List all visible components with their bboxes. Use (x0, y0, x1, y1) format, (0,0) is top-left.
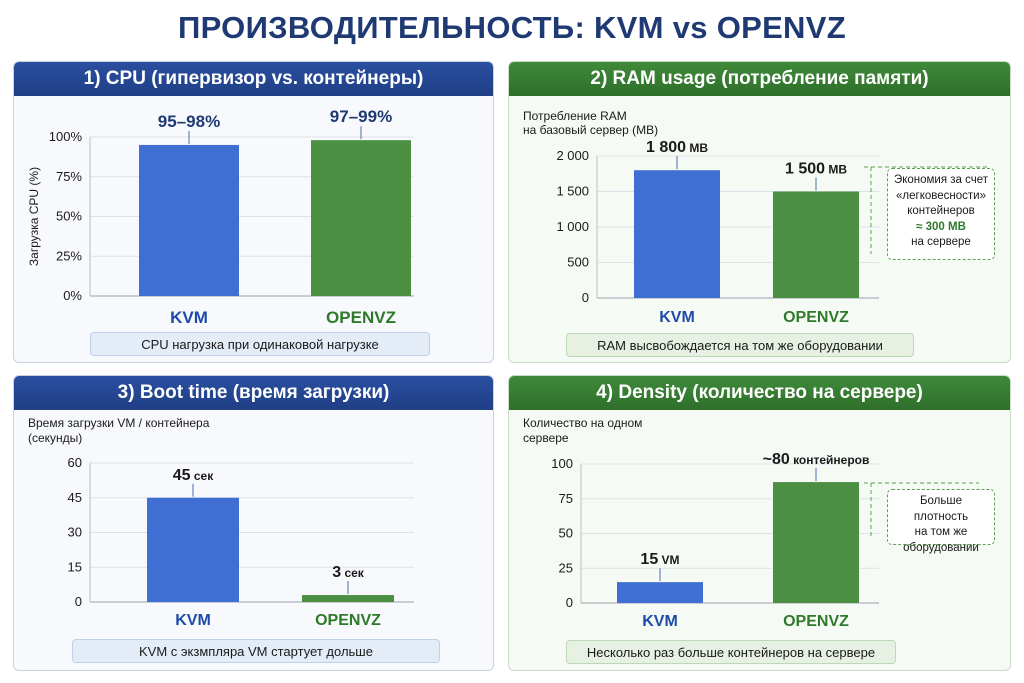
ram-note-line1: Экономия за счет (893, 174, 989, 186)
density-data-label-kvm: 15 VM (640, 551, 679, 568)
cpu-ytick-label: 0% (63, 288, 82, 303)
boot-ytick-label: 0 (75, 594, 82, 609)
boot-ytick-label: 15 (68, 559, 82, 574)
ram-ytick-label: 0 (582, 290, 589, 305)
ram-note-line4: на сервере (911, 236, 971, 249)
density-ylabel-line2: сервере (523, 431, 569, 445)
boot-caption: KVM с экзмпляра VM стартует дольше (72, 639, 440, 663)
boot-ytick-label: 30 (68, 525, 82, 540)
density-bar-openvz (773, 482, 859, 603)
cpu-category-label-openvz: OPENVZ (326, 308, 396, 327)
page-title: ПРОИЗВОДИТЕЛЬНОСТЬ: KVM vs OPENVZ (178, 10, 846, 45)
cpu-data-label-openvz: 97–99% (330, 107, 392, 126)
ram-category-label-kvm: KVM (659, 309, 695, 326)
ram-data-label-kvm: 1 800 МВ (646, 139, 708, 156)
boot-bar-openvz (302, 595, 394, 602)
boot-ytick-label: 45 (68, 490, 82, 505)
density-ytick-label: 100 (551, 456, 573, 471)
density-ytick-label: 75 (559, 491, 573, 506)
boot-category-label-kvm: KVM (175, 612, 211, 629)
boot-category-label-openvz: OPENVZ (315, 612, 381, 629)
density-note-line1: Больше плотность (913, 495, 969, 523)
ram-note-line2: «легковесности» (896, 189, 986, 202)
density-ylabel-line1: Количество на одном (523, 416, 642, 430)
ram-bar-openvz (773, 191, 859, 298)
ram-data-label-openvz: 1 500 МВ (785, 161, 847, 178)
boot-ylabel-line2: (секунды) (28, 431, 82, 445)
cpu-caption: CPU нагрузка при одинаковой нагрузке (90, 332, 430, 356)
ram-ytick-label: 2 000 (556, 148, 589, 163)
ram-ytick-label: 1 000 (556, 219, 589, 234)
ram-bar-kvm (634, 170, 720, 298)
cpu-data-label-kvm: 95–98% (158, 112, 220, 131)
boot-panel-header: 3) Boot time (время загрузки) (14, 376, 493, 410)
density-ytick-label: 25 (559, 560, 573, 575)
density-panel-header: 4) Density (количество на сервере) (509, 376, 1010, 410)
boot-ytick-label: 60 (68, 455, 82, 470)
cpu-bar-kvm (139, 144, 239, 296)
cpu-ytick-label: 75% (56, 169, 82, 184)
density-panel: 4) Density (количество на сервере) 0 25 50… (508, 375, 1011, 671)
density-category-label-openvz: OPENVZ (783, 613, 849, 630)
density-note: Больше плотность на том же оборудовании (887, 489, 995, 554)
boot-data-label-kvm: 45 сек (173, 467, 214, 484)
cpu-category-label-kvm: KVM (170, 308, 208, 327)
cpu-chart: 0% 25% 50% 75% 100% Загрузка CPU (%) KVM 95–98%… (27, 107, 414, 327)
ram-note-highlight: ≈ 300 МВ (916, 220, 966, 233)
density-data-label-openvz: ~80 контейнеров (763, 451, 870, 468)
ram-ytick-label: 500 (567, 255, 589, 270)
density-ytick-label: 50 (559, 526, 573, 541)
boot-bar-kvm (147, 497, 239, 602)
density-category-label-kvm: KVM (642, 613, 678, 630)
density-ytick-label: 0 (566, 595, 573, 610)
boot-data-label-openvz: 3 сек (332, 564, 365, 581)
boot-chart: 0 15 30 45 60 Время загрузки VM / контейнера(… (28, 416, 414, 629)
cpu-ytick-label: 25% (56, 248, 82, 263)
ram-savings-note: Экономия за счет «легковесности» контейн… (887, 168, 995, 260)
ram-panel-header: 2) RAM usage (потребление памяти) (509, 62, 1010, 96)
cpu-panel-header: 1) CPU (гипервизор vs. контейнеры) (14, 62, 493, 96)
density-caption: Несколько раз больше контейнеров на серв… (566, 640, 896, 664)
density-note-line3: оборудовании (903, 541, 979, 554)
density-note-line2: на том же (914, 526, 968, 539)
cpu-bar-openvz (311, 140, 411, 296)
ram-ytick-label: 1 500 (556, 184, 589, 199)
ram-caption: RAM высвобождается на том же оборудовани… (566, 333, 914, 357)
boot-ylabel-line1: Время загрузки VM / контейнера (28, 416, 210, 430)
density-bar-kvm (617, 582, 703, 603)
ram-category-label-openvz: OPENVZ (783, 309, 849, 326)
cpu-ytick-label: 50% (56, 209, 82, 224)
cpu-ytick-label: 100% (49, 129, 83, 144)
ram-panel: 2) RAM usage (потребление памяти) 0 500 1 … (508, 61, 1011, 363)
ram-ylabel-line2: на базовый сервер (МВ) (523, 123, 658, 137)
cpu-ylabel: Загрузка CPU (%) (27, 167, 41, 266)
boot-panel: 3) Boot time (время загрузки) 0 15 30 45 60 В… (13, 375, 494, 671)
ram-note-line3: контейнеров (907, 205, 975, 218)
cpu-panel: 1) CPU (гипервизор vs. контейнеры) 0% 25%… (13, 61, 494, 363)
ram-ylabel-line1: Потребление RAM (523, 109, 627, 123)
